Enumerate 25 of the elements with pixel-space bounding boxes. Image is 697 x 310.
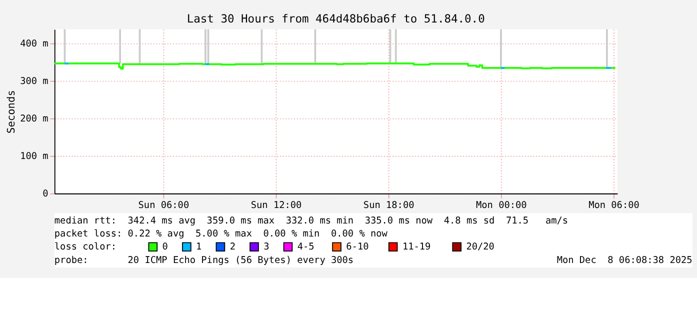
y-tick-label: 200 m xyxy=(20,114,49,125)
y-tick-label: 300 m xyxy=(20,76,49,87)
legend-label: 1 xyxy=(196,242,202,253)
legend-title: loss color: xyxy=(54,242,117,253)
text: median rtt: 342.4 ms avg 359.0 ms max 332.0 ms min 335.0 ms now 4.8 ms sd 71.5 am/s xyxy=(54,215,568,226)
x-tick-label: Mon 06:00 xyxy=(588,200,640,211)
text: packet loss: 0.22 % avg 5.00 % max 0.00 % min 0.00 % now xyxy=(54,228,388,240)
legend-label: 2 xyxy=(230,242,236,253)
x-tick-label: Sun 18:00 xyxy=(363,200,415,211)
y-axis-title: Seconds xyxy=(5,90,18,134)
x-tick-label: Sun 06:00 xyxy=(138,200,190,211)
text: probe: 20 ICMP Echo Pings (56 Bytes) every 300s xyxy=(54,254,354,266)
legend-label: 3 xyxy=(264,242,270,253)
legend-label: 0 xyxy=(162,242,168,253)
chart-title: Last 30 Hours from 464d48b6ba6f to 51.84.0.0 xyxy=(186,12,486,26)
legend-label: 4-5 xyxy=(297,242,314,253)
legend-label: 6-10 xyxy=(346,242,370,253)
x-tick-label: Sun 12:00 xyxy=(250,200,302,211)
legend-label: 11-19 xyxy=(402,242,432,253)
x-tick-label: Mon 00:00 xyxy=(476,200,528,211)
y-tick-label: 100 m xyxy=(20,151,49,162)
legend-label: 20/20 xyxy=(466,242,495,253)
y-tick-label: 400 m xyxy=(20,38,49,50)
y-tick-label: 0 xyxy=(42,188,49,200)
text: Mon Dec 8 06:08:38 2025 xyxy=(556,254,692,266)
